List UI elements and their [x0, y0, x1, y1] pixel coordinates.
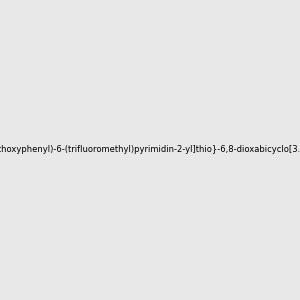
Text: 2-{[4-(3,4-dimethoxyphenyl)-6-(trifluoromethyl)pyrimidin-2-yl]thio}-6,8-dioxabic: 2-{[4-(3,4-dimethoxyphenyl)-6-(trifluoro… — [0, 146, 300, 154]
